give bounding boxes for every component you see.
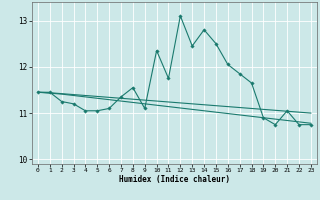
X-axis label: Humidex (Indice chaleur): Humidex (Indice chaleur) bbox=[119, 175, 230, 184]
